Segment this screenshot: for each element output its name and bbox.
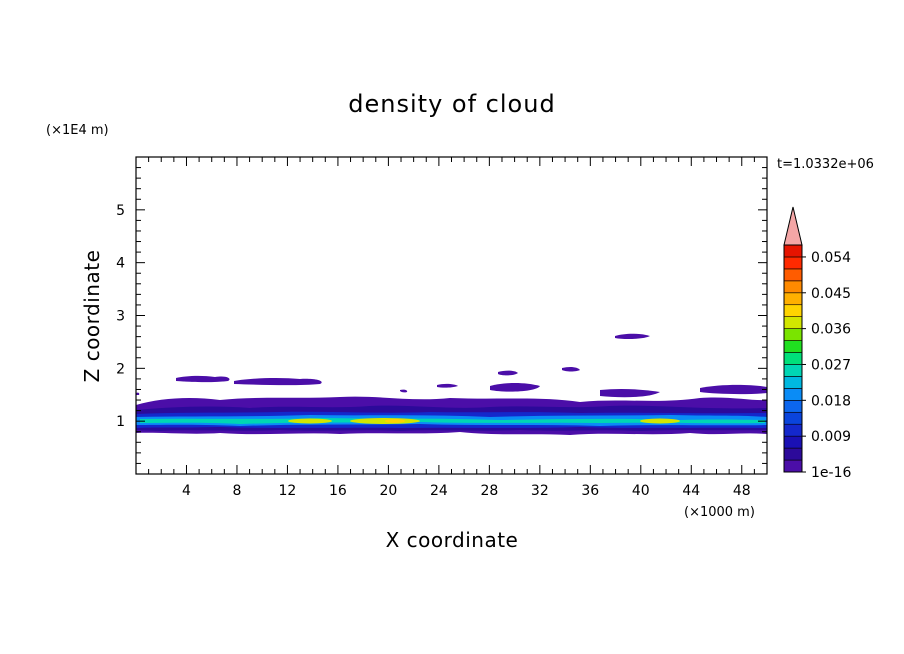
x-axis-ticks: 4 8 12 16 20 24 28 32 36 40 44 48 [148,157,755,499]
colorbar-label: 0.045 [811,286,851,302]
chart-title: density of cloud [348,90,555,118]
colorbar-extend-arrow [783,206,803,246]
time-label: t=1.0332e+06 [777,157,874,172]
colorbar-segment [783,423,803,437]
colorbar-segment [783,304,803,317]
cloud-patch-2 [234,377,322,386]
y-axis-label: Z coordinate [80,250,104,383]
y-tick-label: 1 [116,414,125,430]
y-tick-label: 5 [116,203,125,219]
colorbar-segment [783,447,803,461]
cloud-patch-4 [562,366,580,372]
colorbar-segment [783,352,803,365]
colorbar-segment [783,292,803,306]
colorbar-frame [783,244,803,473]
colorbar-segment [783,364,803,377]
y-tick-label: 2 [116,361,125,377]
x-tick-label: 48 [733,483,751,499]
colorbar-segment [783,388,803,401]
x-tick-label: 28 [480,483,498,499]
x-tick-label: 8 [232,483,241,499]
x-tick-label: 36 [581,483,599,499]
colorbar-segment [783,316,803,329]
x-tick-label: 32 [531,483,549,499]
colorbar-label: 0.027 [811,357,851,373]
cloud-patch-1 [176,375,230,383]
colorbar-segment [783,256,803,270]
cloud-peak-4 [640,418,680,424]
cloud-patch-6 [490,383,540,392]
colorbar-segment [783,376,803,389]
y-tick-label: 3 [116,309,125,325]
cloud-patch-7 [615,333,650,340]
colorbar-label: 0.018 [811,393,851,409]
colorbar-segment [783,400,803,413]
x-tick-label: 4 [182,483,191,499]
colorbar-label: 0.054 [811,250,851,266]
colorbar-segment [783,459,803,473]
colorbar-segment [783,268,803,282]
cloud-patch-11 [136,392,140,395]
colorbar-segment [783,435,803,449]
cloud-peak-1 [288,418,332,424]
x-tick-label: 16 [329,483,347,499]
y-axis-unit: (×1E4 m) [46,123,109,138]
x-tick-label: 12 [279,483,297,499]
cloud-field [136,333,767,435]
x-axis-label: X coordinate [386,528,519,552]
x-tick-label: 24 [430,483,448,499]
cloud-patch-5 [437,383,458,388]
colorbar-segment [783,340,803,353]
colorbar: 1e-16 0.009 0.018 0.027 0.036 0.045 0.054 [783,206,851,481]
colorbar-segment [783,411,803,425]
x-tick-label: 40 [632,483,650,499]
x-axis-unit: (×1000 m) [684,505,755,520]
y-axis-ticks: 1 2 3 4 5 [116,167,767,464]
x-tick-label: 20 [379,483,397,499]
colorbar-segment [783,244,803,258]
y-tick-label: 4 [116,256,125,272]
colorbar-label: 0.036 [811,322,851,338]
cloud-patch-10 [400,389,408,393]
cloud-peak-3 [385,419,405,423]
colorbar-label: 1e-16 [811,465,851,481]
cloud-patch-9 [600,388,660,398]
colorbar-segment [783,280,803,294]
cloud-patch-8 [700,384,767,395]
x-tick-label: 44 [682,483,700,499]
cloud-patch-3 [498,370,518,376]
colorbar-segment [783,328,803,341]
colorbar-label: 0.009 [811,429,851,445]
